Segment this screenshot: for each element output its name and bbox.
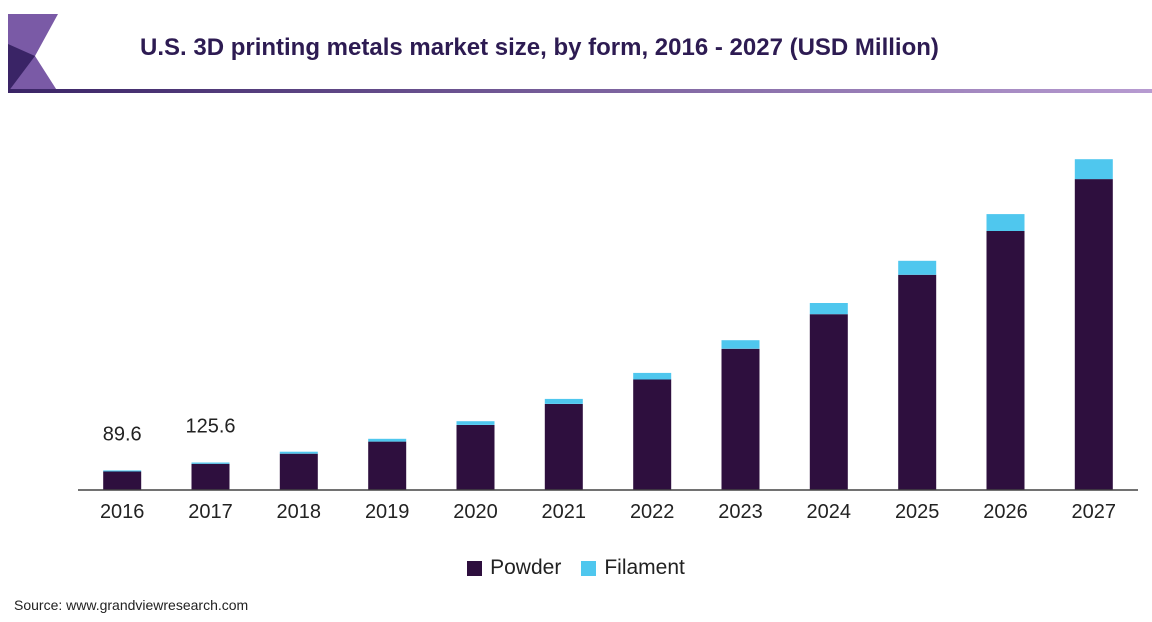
- chart-legend: Powder Filament: [0, 553, 1152, 583]
- bar-powder-2025: [898, 274, 937, 490]
- bar-filament-2018: [279, 451, 318, 454]
- data-label-2017: 125.6: [185, 416, 235, 438]
- data-label-2016: 89.6: [103, 423, 142, 445]
- source-note: Source: www.grandviewresearch.com: [14, 597, 249, 613]
- bar-powder-2023: [721, 348, 760, 490]
- bar-filament-2016: [103, 470, 142, 472]
- legend-swatch-filament: [581, 560, 597, 576]
- bar-filament-2017: [191, 462, 230, 464]
- x-tick-label-2021: 2021: [542, 501, 587, 523]
- logo-dark-shape: [8, 44, 35, 92]
- bar-filament-2024: [809, 303, 848, 315]
- bar-powder-2019: [368, 441, 407, 490]
- legend-label-powder: Powder: [490, 556, 562, 579]
- legend-swatch-powder: [467, 560, 483, 576]
- x-tick-label-2018: 2018: [277, 501, 322, 523]
- x-tick-label-2019: 2019: [365, 501, 410, 523]
- bar-filament-2023: [721, 340, 760, 349]
- x-tick-label-2016: 2016: [100, 501, 145, 523]
- bar-powder-2020: [456, 425, 495, 490]
- legend-label-filament: Filament: [604, 556, 685, 579]
- bar-filament-2025: [898, 260, 937, 275]
- bar-filament-2027: [1074, 159, 1113, 180]
- bar-powder-2022: [633, 379, 672, 490]
- bar-powder-2016: [103, 471, 142, 490]
- brand-logo-icon: [8, 14, 58, 92]
- bar-powder-2017: [191, 463, 230, 490]
- bar-filament-2020: [456, 421, 495, 425]
- legend-item-filament: Filament: [581, 556, 685, 580]
- x-tick-label-2027: 2027: [1072, 501, 1117, 523]
- x-tick-label-2024: 2024: [807, 501, 852, 523]
- bar-filament-2021: [544, 398, 583, 404]
- x-tick-label-2026: 2026: [983, 501, 1028, 523]
- bar-powder-2027: [1074, 179, 1113, 490]
- header-rule: [8, 89, 1152, 93]
- stacked-bar-chart: 2016 2017 2018 2019 2020 2021 2022 2023 2024 2025…: [78, 159, 1138, 523]
- bar-filament-2019: [368, 438, 407, 442]
- bar-powder-2018: [279, 453, 318, 490]
- x-tick-label-2020: 2020: [453, 501, 498, 523]
- bar-filament-2026: [986, 214, 1025, 231]
- x-tick-label-2017: 2017: [188, 501, 233, 523]
- bar-powder-2021: [544, 404, 583, 490]
- legend-item-powder: Powder: [467, 556, 561, 580]
- chart-title: U.S. 3D printing metals market size, by …: [140, 34, 939, 61]
- bar-powder-2026: [986, 231, 1025, 490]
- x-tick-label-2022: 2022: [630, 501, 675, 523]
- x-tick-label-2025: 2025: [895, 501, 940, 523]
- chart-header: U.S. 3D printing metals market size, by …: [0, 0, 1152, 95]
- bar-filament-2022: [633, 372, 672, 380]
- x-tick-label-2023: 2023: [718, 501, 763, 523]
- bar-powder-2024: [809, 314, 848, 490]
